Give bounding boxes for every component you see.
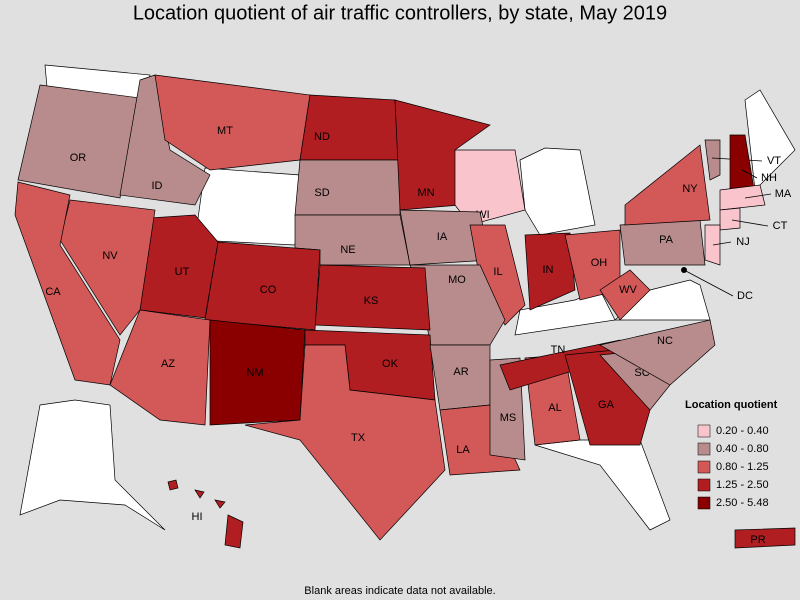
state-label: CA [45, 286, 61, 298]
state-label: OK [382, 358, 399, 370]
legend-swatch [697, 496, 711, 510]
legend-label: 0.20 - 0.40 [716, 425, 769, 437]
legend-label: 1.25 - 2.50 [716, 479, 769, 491]
footnote: Blank areas indicate data not available. [304, 585, 495, 597]
state-shape [599, 319, 716, 386]
state-shape [294, 159, 401, 216]
state-shape [109, 309, 211, 426]
state-label: MN [417, 187, 434, 199]
state-shape [599, 269, 651, 321]
leader-line [744, 193, 772, 199]
legend: Location quotient 0.20 - 0.40 0.40 - 0.80… [685, 399, 778, 510]
state-label: NV [102, 250, 118, 262]
state-label: IA [437, 231, 448, 243]
state-label: MO [448, 274, 466, 286]
state-label: CO [260, 284, 277, 296]
legend-swatch [697, 478, 711, 492]
state-label: WV [619, 284, 637, 296]
state-label: NM [246, 367, 263, 379]
legend-swatch [697, 442, 711, 456]
state-label: NC [657, 335, 673, 347]
legend-swatch [697, 460, 711, 474]
legend-label: 2.50 - 5.48 [716, 497, 769, 509]
state-label: AR [453, 366, 468, 378]
state-label: NE [340, 244, 355, 256]
state-shape [439, 404, 521, 476]
state-shape [299, 94, 401, 161]
state-label: OR [70, 152, 87, 164]
state-label: VT [767, 155, 781, 167]
state-label: ID [152, 180, 163, 192]
state-label: UT [175, 266, 190, 278]
state-label: DC [737, 290, 753, 302]
state-label: ND [314, 131, 330, 143]
state-label: LA [456, 444, 470, 456]
state-label: IN [543, 264, 554, 276]
state-shape [167, 479, 179, 491]
state-label: NH [761, 172, 777, 184]
state-shape [154, 74, 311, 171]
state-label: GA [598, 399, 615, 411]
state-label: TX [351, 432, 366, 444]
state-label: AZ [161, 358, 175, 370]
state-label: CT [773, 220, 788, 232]
state-label: NY [682, 183, 698, 195]
state-label: IL [493, 266, 502, 278]
state-label: PR [750, 534, 765, 546]
state-label: MS [500, 412, 517, 424]
state-shape [524, 232, 576, 311]
state-shape [719, 184, 766, 211]
state-shape [244, 344, 446, 541]
state-shape [704, 139, 721, 181]
state-shape [719, 207, 741, 231]
legend-swatch [697, 424, 711, 438]
state-label: HI [192, 511, 203, 523]
state-label: OH [591, 257, 608, 269]
map-title: Location quotient of air traffic control… [133, 2, 667, 24]
state-label: MT [217, 125, 233, 137]
state-shape [194, 489, 205, 499]
legend-label: 0.40 - 0.80 [716, 443, 769, 455]
leader-line [731, 219, 769, 227]
state-label: AL [548, 402, 561, 414]
state-shape [704, 224, 721, 266]
state-label: NJ [736, 236, 749, 248]
state-shape [17, 84, 141, 199]
state-label: PA [659, 234, 674, 246]
state-shape [734, 527, 796, 549]
state-label: SD [314, 187, 329, 199]
state-shape [14, 181, 121, 386]
leader-line [683, 269, 734, 297]
state-label: KS [364, 295, 379, 307]
legend-title: Location quotient [685, 399, 778, 411]
state-label: TN [551, 344, 566, 356]
state-shape [214, 499, 226, 509]
state-shape [19, 399, 166, 531]
state-label: MA [775, 188, 792, 200]
leader-line [712, 241, 732, 246]
leader-line [741, 169, 758, 179]
state-shape [224, 514, 244, 549]
legend-label: 0.80 - 1.25 [716, 461, 769, 473]
state-shape [454, 149, 526, 226]
state-shape [624, 144, 711, 226]
